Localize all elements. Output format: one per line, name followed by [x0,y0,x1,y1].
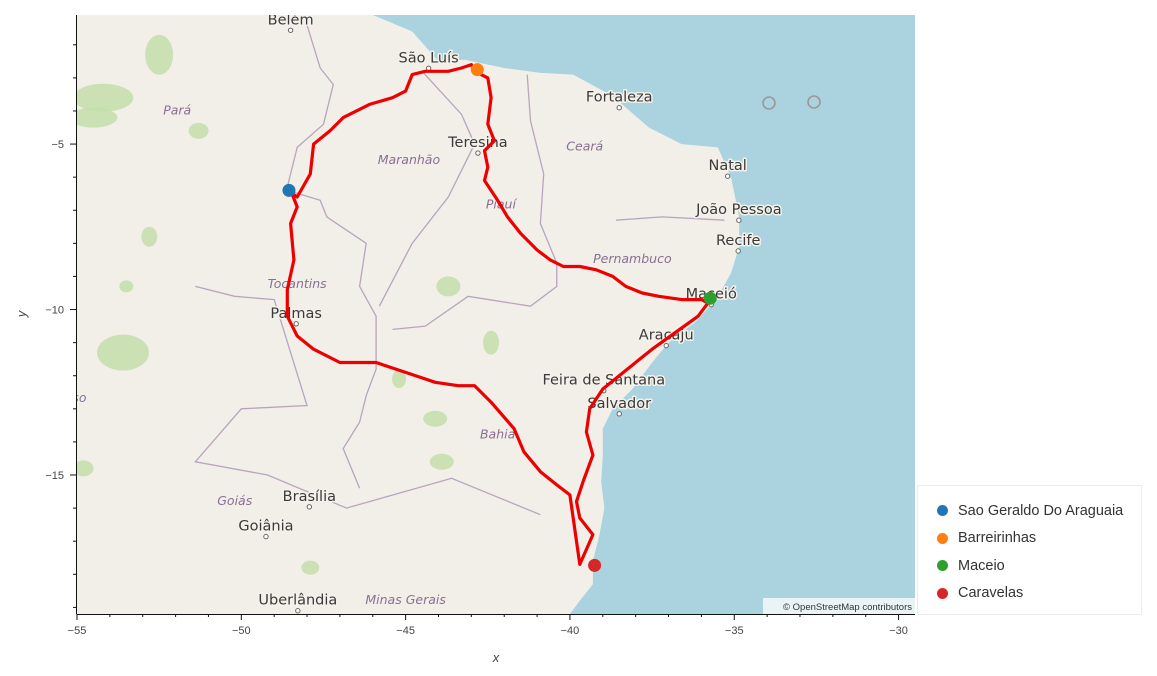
x-tick-label: −50 [232,625,251,637]
city-dot [616,411,622,417]
y-axis-ticks: −5 −10 −15 [45,44,77,608]
forest-area [141,226,158,247]
x-tick-label: −40 [561,625,580,637]
city-dot [663,342,669,349]
city-label: Feira de Santana [542,373,665,389]
island-marker [762,96,776,110]
forest-area [77,460,94,477]
y-tick-label: −5 [51,139,64,151]
point-maceio[interactable] [703,291,717,305]
legend-item[interactable]: Sao Geraldo Do Araguaia [918,497,1141,525]
state-label: Ceará [566,139,603,154]
city-dot [735,248,741,254]
legend-marker [937,532,948,544]
state-label: Mato Grosso [8,390,86,405]
legend-label: Caravelas [958,585,1024,602]
city-dot [293,321,299,327]
city-label: Teresina [447,135,508,151]
state-border [392,74,558,331]
map-plot-area[interactable]: ParáMaranhãoCearáPiauíPernambucoTocantin… [8,12,915,614]
state-border [286,24,335,188]
state-border [615,216,725,221]
city-dot [295,608,301,614]
state-border [194,285,541,516]
city-dot [263,533,269,540]
legend-item[interactable]: Barreirinhas [918,525,1141,553]
x-tick-label: −55 [68,625,87,637]
x-tick-label: −45 [396,625,415,637]
state-border [287,189,377,489]
x-tick-label: −30 [889,625,908,637]
y-tick-label: −10 [45,305,64,317]
forest-area [423,410,448,427]
y-axis-label: y [14,309,29,318]
legend-marker [937,505,948,517]
x-tick-label: −35 [725,625,744,637]
city-label: Belém [268,12,314,28]
city-label: Fortaleza [586,90,653,106]
city-dot [724,173,731,179]
route-line[interactable] [285,62,710,566]
x-axis-label: x [492,650,500,665]
city-label: Aracaju [639,328,694,344]
forest-area [429,453,454,470]
city-dot [475,150,481,156]
map-attribution: © OpenStreetMap contributors [783,602,912,613]
forest-area [77,83,134,112]
city-labels: Belém São Luís Fortaleza Teresina Natal João … [237,12,783,614]
state-label: Pernambuco [593,251,672,266]
y-tick-label: −15 [45,470,64,482]
city-label: Palmas [270,306,322,322]
city-dot [287,27,294,33]
city-label: Recife [716,233,760,249]
forest-area [188,122,209,139]
forest-area [436,276,461,297]
atlantic-ocean [280,15,915,614]
forest-area [77,107,118,128]
city-label: Brasília [283,489,336,505]
attribution-box [763,598,915,614]
city-label: Salvador [587,396,651,412]
point-sao-geraldo-do-araguaia[interactable] [282,183,296,197]
city-label: Uberlândia [258,593,337,609]
city-dot [736,217,742,223]
legend-item[interactable]: Maceio [918,552,1141,580]
legend-item[interactable]: Caravelas [918,580,1141,608]
city-label: João Pessoa [695,202,782,218]
legend: Sao Geraldo Do Araguaia Barreirinhas Mac… [917,485,1142,615]
state-border [378,70,476,307]
x-axis-ticks: −55 −50 −45 −40 −35 −30 [68,614,908,637]
state-label: Pará [163,102,191,117]
legend-label: Sao Geraldo Do Araguaia [958,502,1124,519]
island-marker [807,95,821,109]
city-dot [616,105,622,111]
forest-area [483,330,500,355]
state-label: Maranhão [378,152,441,167]
forest-area [392,370,407,389]
legend-label: Maceio [958,557,1005,574]
forest-area [301,560,320,575]
legend-marker [937,587,948,599]
forest-area [119,280,134,293]
forest-area [145,34,174,75]
state-label: Minas Gerais [365,592,446,607]
point-caravelas[interactable] [588,558,602,572]
state-label: Goiás [217,493,252,508]
forest-area [97,334,150,371]
city-label: Goiânia [238,519,293,535]
city-label: São Luís [399,50,459,66]
state-label: Bahia [480,427,515,442]
city-label: Natal [709,158,747,174]
route-points[interactable] [282,63,717,572]
point-barreirinhas[interactable] [470,63,484,77]
legend-label: Barreirinhas [958,530,1037,547]
state-label: Tocantins [268,276,327,291]
legend-marker [937,560,948,572]
city-dot [306,504,313,510]
